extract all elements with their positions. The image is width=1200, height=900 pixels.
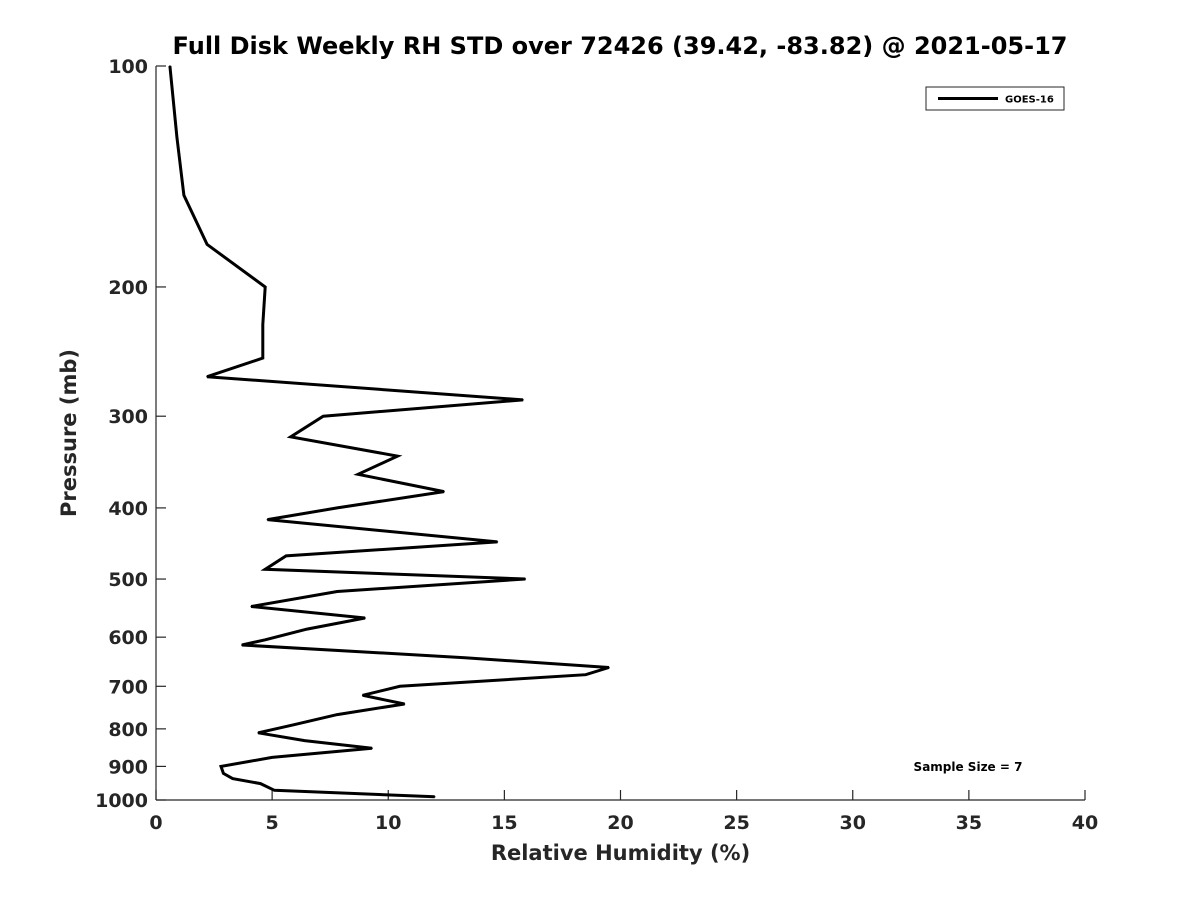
data-point <box>443 490 445 493</box>
data-point <box>259 782 262 785</box>
x-tick-label: 15 <box>491 812 517 834</box>
data-point <box>584 673 587 676</box>
y-tick-label: 800 <box>108 719 148 741</box>
data-point <box>271 756 273 759</box>
data-point <box>264 639 266 641</box>
data-point <box>496 541 499 543</box>
chart-title: Full Disk Weekly RH STD over 72426 (39.4… <box>173 32 1068 60</box>
data-point <box>206 243 208 246</box>
data-point <box>262 357 264 359</box>
data-point <box>396 455 399 457</box>
data-point <box>364 617 366 619</box>
data-point <box>464 656 466 659</box>
data-point <box>241 644 243 646</box>
data-point <box>336 713 338 716</box>
data-point <box>399 685 401 688</box>
data-point <box>371 747 373 749</box>
x-tick-label: 40 <box>1072 812 1098 834</box>
data-point <box>250 605 253 608</box>
series-line <box>168 65 610 799</box>
y-tick-label: 500 <box>108 569 148 591</box>
data-point <box>336 507 338 509</box>
plot-area: 0 5 10 15 20 25 30 35 40 100 200 300 400 500 600 700 800… <box>57 56 1098 865</box>
data-point <box>169 65 171 67</box>
y-tick-label: 700 <box>108 676 148 698</box>
data-point <box>266 518 269 521</box>
data-point <box>524 578 527 580</box>
data-point <box>303 739 306 742</box>
data-point <box>433 795 436 798</box>
x-tick-label: 10 <box>375 812 401 834</box>
sample-size-annotation: Sample Size = 7 <box>914 760 1023 774</box>
x-axis-label: Relative Humidity (%) <box>491 841 750 865</box>
data-point <box>306 628 308 630</box>
data-point <box>608 666 610 669</box>
data-point <box>292 724 294 726</box>
data-point <box>206 375 208 378</box>
data-point <box>357 473 359 476</box>
data-point <box>183 194 185 197</box>
y-tick-label: 600 <box>108 627 148 649</box>
x-tick-label: 35 <box>956 812 982 834</box>
data-point <box>273 789 276 792</box>
x-tick-label: 25 <box>723 812 749 834</box>
y-tick-label: 200 <box>108 277 148 299</box>
data-point <box>322 415 325 418</box>
y-tick-label: 300 <box>108 406 148 428</box>
y-tick-label: 100 <box>108 56 148 78</box>
data-point <box>336 590 338 593</box>
data-point <box>264 568 266 571</box>
data-point <box>285 555 287 557</box>
y-tick-label: 900 <box>108 756 148 778</box>
x-tick-label: 0 <box>149 812 162 834</box>
data-point <box>403 703 406 705</box>
data-point <box>222 772 225 775</box>
x-tick-label: 30 <box>840 812 866 834</box>
y-axis-label: Pressure (mb) <box>57 349 81 517</box>
data-point <box>289 435 292 438</box>
data-point <box>361 694 364 697</box>
data-point <box>176 136 178 138</box>
data-point <box>257 732 259 734</box>
y-tick-label: 1000 <box>95 790 148 812</box>
data-point <box>231 777 234 780</box>
y-tick-label: 400 <box>108 498 148 520</box>
data-point <box>522 399 524 401</box>
data-point <box>264 286 266 288</box>
x-tick-label: 20 <box>607 812 633 834</box>
legend-label: GOES-16 <box>1005 95 1054 106</box>
data-point <box>220 765 222 768</box>
x-tick-label: 5 <box>266 812 279 834</box>
data-point <box>262 323 264 326</box>
